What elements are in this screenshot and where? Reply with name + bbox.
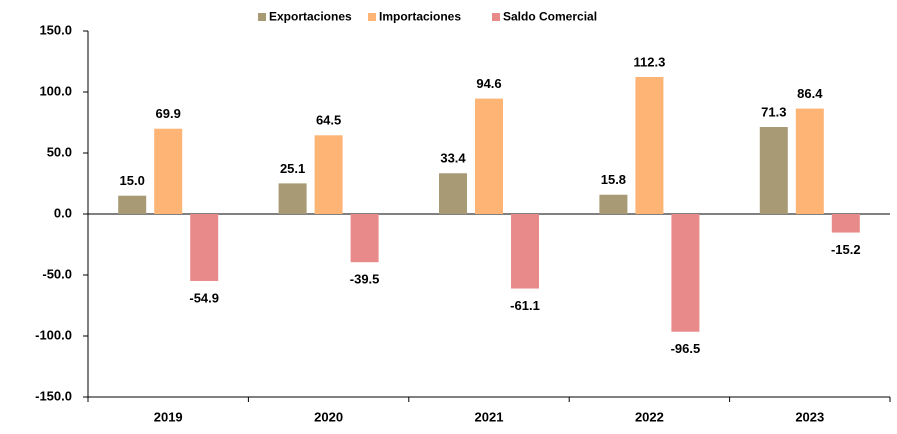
bar: [759, 127, 788, 214]
bar: [831, 214, 860, 233]
bar: [154, 128, 183, 214]
data-label: 33.4: [440, 151, 466, 166]
x-tick-label: 2022: [635, 409, 664, 424]
bar: [278, 183, 307, 214]
data-label: 112.3: [633, 54, 665, 69]
legend-swatch: [258, 13, 266, 21]
data-label: 64.5: [316, 113, 341, 128]
bar: [635, 76, 664, 214]
x-tick-label: 2019: [154, 409, 183, 424]
y-tick-label: -50.0: [42, 266, 72, 281]
data-label: -39.5: [350, 272, 380, 287]
y-tick-label: 50.0: [47, 144, 72, 159]
legend-label: Exportaciones: [269, 10, 352, 24]
legend-swatch: [368, 13, 376, 21]
bar: [795, 108, 824, 214]
data-label: 86.4: [797, 86, 823, 101]
data-label: -54.9: [189, 290, 219, 305]
legend-swatch: [492, 13, 500, 21]
x-tick-label: 2020: [314, 409, 343, 424]
bar: [350, 214, 379, 263]
y-tick-label: 150.0: [39, 22, 72, 37]
bar: [190, 214, 219, 281]
data-label: 94.6: [476, 76, 501, 91]
data-label: 69.9: [156, 106, 181, 121]
legend-label: Saldo Comercial: [503, 10, 597, 24]
data-label: 71.3: [761, 104, 786, 119]
bar: [511, 214, 539, 289]
data-label: -15.2: [831, 242, 861, 257]
bar: [475, 98, 503, 214]
y-tick-label: 0.0: [54, 205, 72, 220]
legend-label: Importaciones: [379, 10, 461, 24]
bar: [439, 173, 467, 214]
x-tick-label: 2023: [795, 409, 824, 424]
bar: [314, 135, 343, 214]
bar: [118, 195, 147, 214]
data-label: -96.5: [671, 341, 701, 356]
y-tick-label: -150.0: [35, 388, 72, 403]
data-label: 15.8: [601, 172, 626, 187]
x-tick-label: 2021: [475, 409, 504, 424]
bar: [671, 214, 700, 332]
data-label: -61.1: [510, 298, 540, 313]
y-tick-label: 100.0: [39, 83, 72, 98]
y-tick-label: -100.0: [35, 327, 72, 342]
data-label: 15.0: [120, 173, 145, 188]
bar: [599, 194, 628, 214]
data-label: 25.1: [280, 161, 305, 176]
